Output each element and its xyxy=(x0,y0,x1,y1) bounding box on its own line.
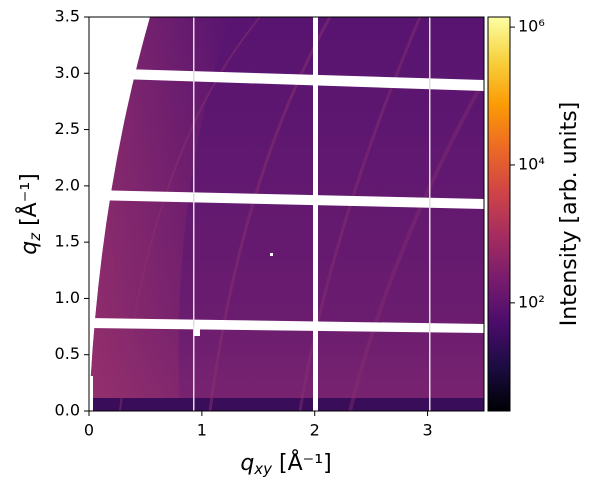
y-axis-label: qz [Å⁻¹] xyxy=(15,173,44,254)
y-tick-label: 0.5 xyxy=(55,344,80,363)
y-tick-label: 1.5 xyxy=(55,232,80,251)
x-tick-label: 0 xyxy=(84,421,94,440)
x-tick-label: 1 xyxy=(197,421,207,440)
colorbar xyxy=(487,16,511,412)
colorbar-tick-label: 10⁶ xyxy=(518,17,545,36)
y-tick-label: 1.0 xyxy=(55,288,80,307)
y-tick-label: 3.0 xyxy=(55,63,80,82)
x-tick-label: 2 xyxy=(310,421,320,440)
detector-image xyxy=(89,17,484,411)
colorbar-label: Intensity [arb. units] xyxy=(557,102,582,326)
colorbar-tick-label: 10² xyxy=(518,292,545,311)
x-tick-label: 3 xyxy=(422,421,432,440)
y-tick-label: 2.0 xyxy=(55,175,80,194)
x-axis-label: qxy [Å⁻¹] xyxy=(240,449,331,478)
y-tick-label: 2.5 xyxy=(55,119,80,138)
plot-frame xyxy=(88,16,485,412)
colorbar-tick-label: 10⁴ xyxy=(518,154,545,173)
y-tick-label: 0.0 xyxy=(55,401,80,420)
y-tick-label: 3.5 xyxy=(55,7,80,26)
